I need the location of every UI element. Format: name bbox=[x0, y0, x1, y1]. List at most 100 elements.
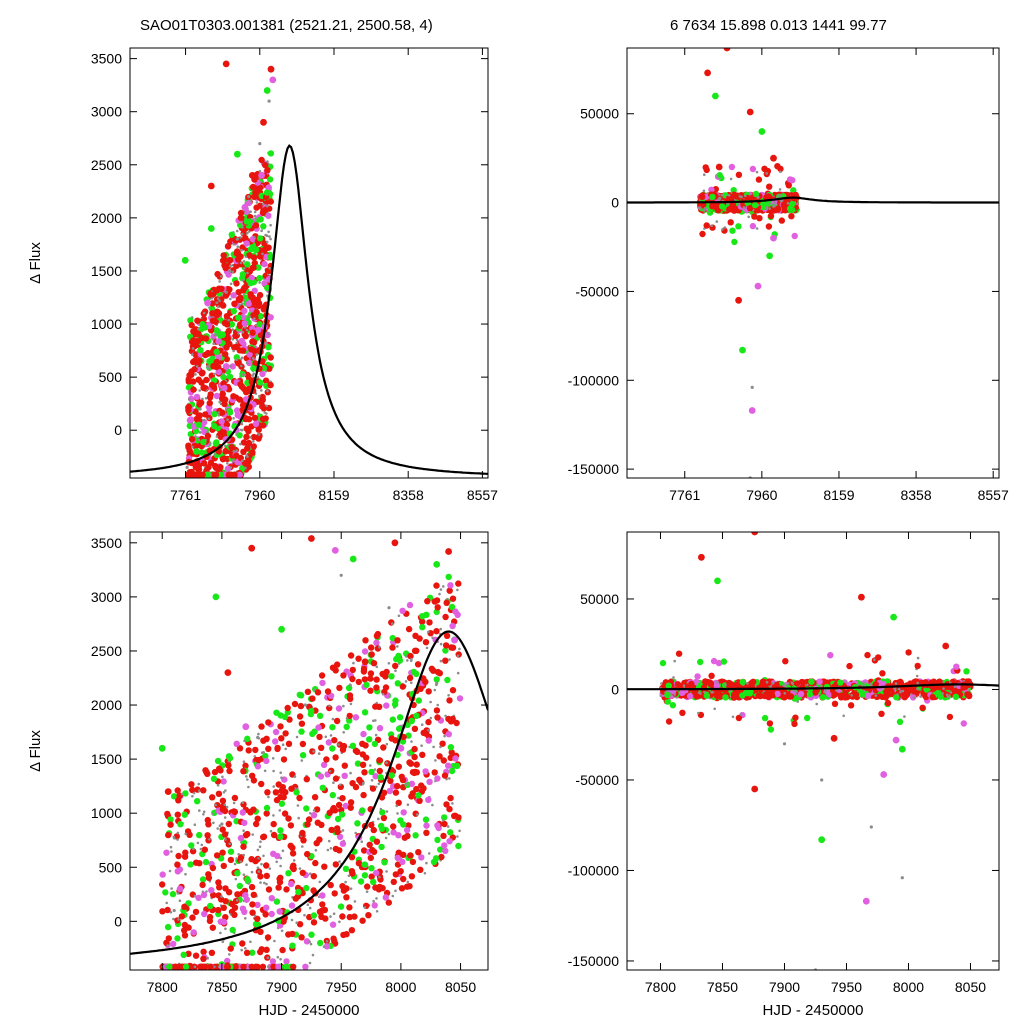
data-point bbox=[255, 264, 262, 271]
data-point bbox=[253, 214, 257, 218]
data-point bbox=[243, 240, 250, 247]
data-point bbox=[308, 931, 315, 938]
data-point bbox=[298, 867, 302, 870]
data-point bbox=[367, 675, 374, 682]
series-point bbox=[715, 163, 723, 171]
series-point bbox=[723, 48, 731, 52]
data-point bbox=[259, 393, 266, 401]
series-point bbox=[267, 65, 275, 73]
data-point bbox=[197, 782, 200, 786]
data-point bbox=[963, 668, 970, 675]
data-point bbox=[209, 300, 216, 307]
data-point bbox=[395, 804, 399, 808]
data-point bbox=[349, 684, 352, 687]
data-point bbox=[396, 725, 403, 732]
data-point bbox=[368, 768, 375, 776]
data-point bbox=[299, 752, 307, 759]
data-point bbox=[191, 357, 199, 364]
data-point bbox=[244, 261, 251, 268]
data-point bbox=[221, 831, 229, 838]
series-point bbox=[387, 606, 391, 610]
data-point bbox=[362, 637, 369, 644]
data-point bbox=[392, 871, 399, 878]
data-point bbox=[340, 931, 347, 939]
data-point bbox=[325, 739, 332, 746]
data-point bbox=[184, 872, 187, 876]
data-point bbox=[735, 171, 743, 178]
data-point bbox=[329, 915, 332, 918]
series-point bbox=[746, 108, 754, 116]
data-point bbox=[328, 769, 332, 773]
data-point bbox=[390, 878, 397, 886]
data-point bbox=[210, 775, 218, 782]
data-point bbox=[165, 935, 172, 942]
data-point bbox=[439, 659, 443, 663]
data-point bbox=[261, 246, 268, 253]
data-point bbox=[456, 654, 460, 658]
data-point bbox=[187, 861, 194, 868]
data-point bbox=[433, 707, 441, 714]
data-point bbox=[259, 370, 266, 378]
x-tick-label: 8159 bbox=[318, 487, 349, 503]
data-point bbox=[186, 831, 193, 838]
series-point bbox=[735, 296, 742, 304]
data-point bbox=[194, 317, 201, 324]
data-point bbox=[235, 359, 242, 366]
data-point bbox=[219, 826, 226, 833]
data-point bbox=[225, 762, 232, 769]
data-point bbox=[182, 963, 190, 970]
data-point bbox=[751, 213, 758, 220]
data-point bbox=[392, 737, 399, 744]
series-point bbox=[158, 744, 166, 752]
data-point bbox=[190, 386, 197, 393]
data-point bbox=[239, 244, 246, 251]
data-point bbox=[269, 223, 272, 227]
x-tick-label: 8159 bbox=[823, 487, 854, 503]
data-point bbox=[336, 684, 343, 692]
y-tick-label: 3500 bbox=[91, 51, 122, 67]
data-point bbox=[699, 193, 706, 201]
data-point bbox=[216, 784, 220, 787]
data-point bbox=[444, 714, 447, 718]
data-point bbox=[253, 820, 260, 828]
data-point bbox=[229, 297, 232, 301]
data-point bbox=[312, 750, 315, 753]
data-point bbox=[248, 293, 255, 301]
data-point bbox=[379, 670, 386, 678]
data-point bbox=[212, 821, 215, 825]
data-point bbox=[260, 862, 263, 866]
data-point bbox=[756, 215, 763, 222]
data-point bbox=[270, 963, 277, 970]
data-point bbox=[288, 880, 295, 888]
data-point bbox=[348, 868, 356, 875]
data-point bbox=[448, 603, 456, 611]
data-point bbox=[419, 624, 426, 631]
data-point bbox=[268, 235, 271, 238]
data-point bbox=[262, 751, 266, 754]
data-point bbox=[217, 305, 220, 308]
data-point bbox=[218, 400, 221, 404]
x-tick-label: 7950 bbox=[326, 979, 357, 995]
data-point bbox=[318, 880, 322, 884]
data-point bbox=[219, 275, 223, 278]
data-point bbox=[347, 804, 354, 811]
data-point bbox=[259, 209, 267, 217]
data-point bbox=[201, 846, 208, 853]
data-point bbox=[215, 368, 222, 376]
data-point bbox=[406, 880, 410, 884]
data-point bbox=[298, 934, 305, 941]
panel-top-left: 7761 7960 8159 8358 855705001000150020002500… bbox=[27, 47, 498, 503]
data-point bbox=[409, 858, 417, 866]
data-point bbox=[316, 733, 323, 741]
data-point bbox=[442, 657, 449, 664]
series-point bbox=[200, 384, 208, 392]
data-point bbox=[796, 700, 799, 703]
series-point bbox=[278, 625, 285, 633]
data-point bbox=[213, 392, 221, 400]
data-point bbox=[217, 414, 221, 417]
data-point bbox=[727, 194, 731, 197]
data-point bbox=[392, 662, 399, 670]
data-point bbox=[406, 659, 409, 662]
data-point bbox=[279, 946, 286, 954]
data-point bbox=[258, 780, 265, 788]
